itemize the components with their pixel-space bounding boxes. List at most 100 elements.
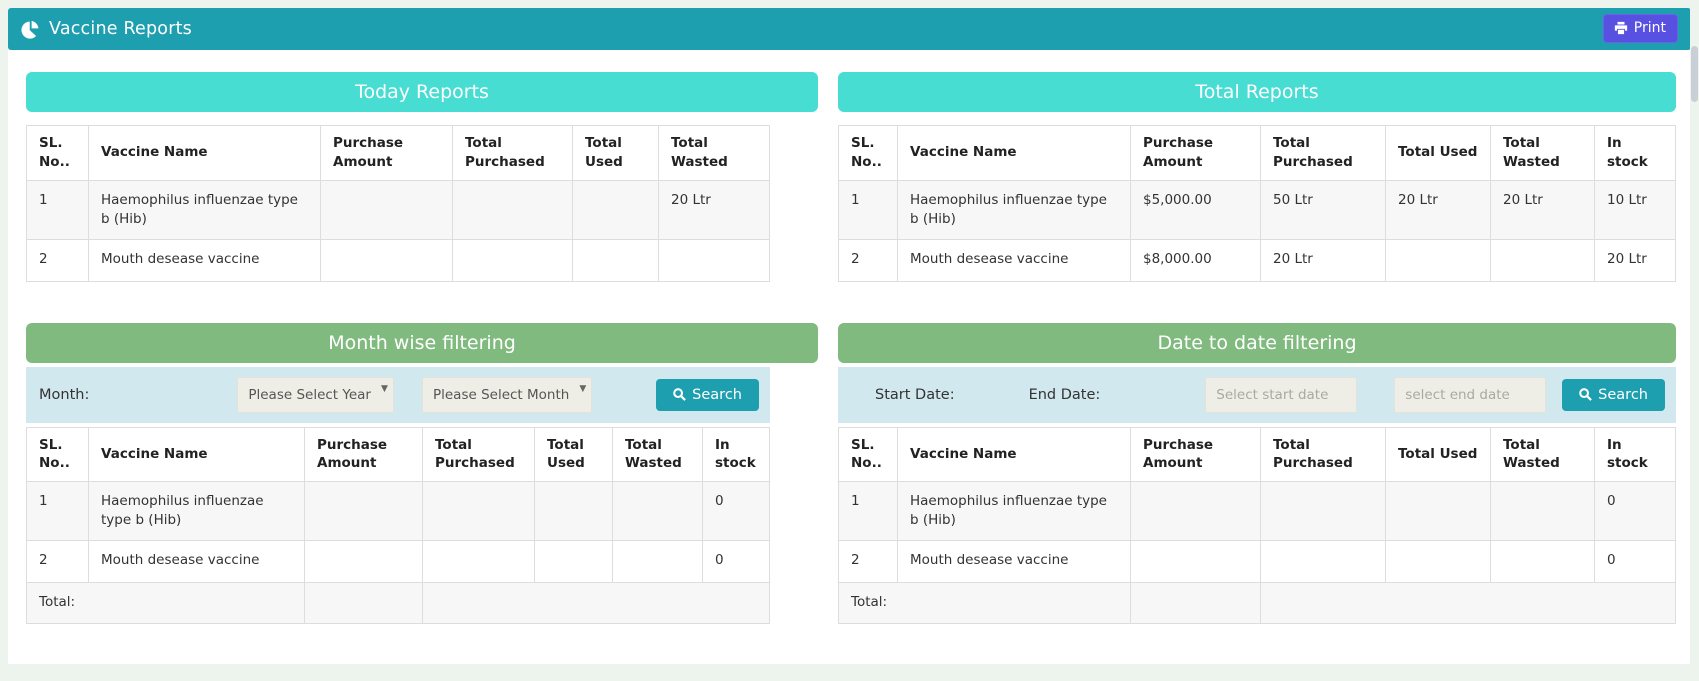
table-cell: 0 [702, 481, 770, 542]
table-cell: Mouth desease vaccine [88, 238, 321, 282]
total-row: Total: [26, 582, 770, 625]
printer-icon [1614, 21, 1628, 35]
table-cell: Haemophilus influenzae type b (Hib) [897, 481, 1131, 542]
table-cell [534, 481, 613, 542]
table-cell: Mouth desease vaccine [88, 540, 305, 584]
scrollbar[interactable] [1690, 0, 1699, 681]
column-header-vaccine-name: Vaccine Name [897, 125, 1131, 181]
search-icon [673, 388, 687, 401]
table-cell: 0 [1594, 540, 1676, 584]
column-header-in-stock: In stock [1594, 426, 1676, 483]
table-cell [422, 582, 770, 625]
search-icon [1579, 388, 1593, 401]
year-select[interactable]: Please Select Year ▼ [237, 376, 394, 413]
column-header-in-stock: In stock [1594, 125, 1676, 181]
table-cell: 1 [26, 481, 89, 542]
month-filter-heading: Month wise filtering [26, 322, 818, 363]
table-cell: 2 [838, 238, 898, 282]
table-cell [1490, 238, 1595, 282]
column-header-purchase-amount: Purchase Amount [304, 426, 423, 483]
table-cell [452, 179, 573, 240]
month-select[interactable]: Please Select Month ▼ [421, 376, 593, 413]
start-date-input[interactable] [1205, 376, 1358, 413]
month-filter-panel: Month wise filtering Month: Please Selec… [26, 322, 818, 625]
table-row: 2 Mouth desease vaccine [26, 238, 770, 282]
table-cell: 20 Ltr [1594, 238, 1676, 282]
table-cell [612, 540, 703, 584]
table-cell: 2 [838, 540, 898, 584]
right-column: Total Reports SL. No.. Vaccine Name Purc… [838, 72, 1676, 625]
table-cell [422, 540, 535, 584]
print-button[interactable]: Print [1602, 13, 1678, 43]
end-date-label: End Date: [1028, 386, 1101, 403]
table-row: 1 Haemophilus influenzae type b (Hib) $5… [838, 179, 1676, 240]
column-header-vaccine-name: Vaccine Name [88, 426, 305, 483]
column-header-total-used: Total Used [572, 125, 659, 181]
table-cell [1490, 481, 1595, 542]
column-header-total-wasted: Total Wasted [612, 426, 703, 483]
column-header-purchase-amount: Purchase Amount [1130, 426, 1261, 483]
table-cell: $8,000.00 [1130, 238, 1261, 282]
table-cell: Mouth desease vaccine [897, 238, 1131, 282]
table-row: 1 Haemophilus influenzae type b (Hib) 0 [838, 481, 1676, 542]
table-cell: 50 Ltr [1260, 179, 1386, 240]
column-header-total-used: Total Used [1385, 125, 1491, 181]
table-row: 2 Mouth desease vaccine 0 [838, 540, 1676, 584]
date-filter-panel: Date to date filtering Start Date: End D… [838, 322, 1676, 625]
table-cell: 20 Ltr [658, 179, 770, 240]
print-button-label: Print [1633, 19, 1666, 36]
table-header-row: SL. No.. Vaccine Name Purchase Amount To… [26, 125, 770, 181]
table-cell [422, 481, 535, 542]
end-date-input[interactable] [1394, 376, 1547, 413]
table-cell [534, 540, 613, 584]
table-cell: 20 Ltr [1260, 238, 1386, 282]
total-reports-heading: Total Reports [838, 72, 1676, 112]
table-cell [1385, 540, 1491, 584]
table-cell: 2 [26, 540, 89, 584]
table-cell: 1 [26, 179, 89, 240]
table-cell [1260, 540, 1386, 584]
table-cell: 2 [26, 238, 89, 282]
search-button-label: Search [692, 386, 742, 403]
month-label: Month: [39, 386, 90, 403]
content-area: Today Reports SL. No.. Vaccine Name Purc… [8, 50, 1691, 665]
scrollbar-thumb[interactable] [1691, 46, 1698, 102]
table-cell: Mouth desease vaccine [897, 540, 1131, 584]
table-cell [304, 582, 423, 625]
table-cell: Haemophilus influenzae type b (Hib) [897, 179, 1131, 240]
total-reports-table: SL. No.. Vaccine Name Purchase Amount To… [838, 125, 1676, 282]
table-row: 1 Haemophilus influenzae type b (Hib) 0 [26, 481, 770, 542]
table-cell: 20 Ltr [1490, 179, 1595, 240]
month-filter-bar: Month: Please Select Year ▼ Please Selec… [26, 366, 770, 423]
month-filter-table: SL. No.. Vaccine Name Purchase Amount To… [26, 426, 770, 625]
column-header-total-purchased: Total Purchased [422, 426, 535, 483]
table-cell [572, 179, 659, 240]
table-cell: Haemophilus influenzae type b (Hib) [88, 179, 321, 240]
column-header-sl-no: SL. No.. [26, 426, 89, 483]
chevron-down-icon: ▼ [579, 383, 587, 394]
page-title: Vaccine Reports [49, 19, 192, 39]
column-header-total-wasted: Total Wasted [658, 125, 770, 181]
column-header-sl-no: SL. No.. [838, 125, 898, 181]
table-cell: 0 [1594, 481, 1676, 542]
table-cell [1130, 540, 1261, 584]
date-filter-heading: Date to date filtering [838, 322, 1676, 363]
table-cell: 20 Ltr [1385, 179, 1491, 240]
month-select-value: Please Select Month [432, 386, 570, 403]
date-search-button[interactable]: Search [1562, 378, 1665, 411]
table-header-row: SL. No.. Vaccine Name Purchase Amount To… [838, 426, 1676, 483]
table-header-row: SL. No.. Vaccine Name Purchase Amount To… [26, 426, 770, 483]
table-cell [572, 238, 659, 282]
app-header: Vaccine Reports Print [8, 8, 1691, 50]
table-cell [304, 540, 423, 584]
total-reports-panel: Total Reports SL. No.. Vaccine Name Purc… [838, 72, 1676, 282]
column-header-vaccine-name: Vaccine Name [897, 426, 1131, 483]
table-cell: 1 [838, 481, 898, 542]
table-row: 2 Mouth desease vaccine $8,000.00 20 Ltr… [838, 238, 1676, 282]
left-column: Today Reports SL. No.. Vaccine Name Purc… [26, 72, 818, 625]
table-row: 1 Haemophilus influenzae type b (Hib) 20… [26, 179, 770, 240]
start-date-label: Start Date: [875, 386, 955, 403]
month-search-button[interactable]: Search [656, 378, 759, 411]
column-header-purchase-amount: Purchase Amount [320, 125, 453, 181]
